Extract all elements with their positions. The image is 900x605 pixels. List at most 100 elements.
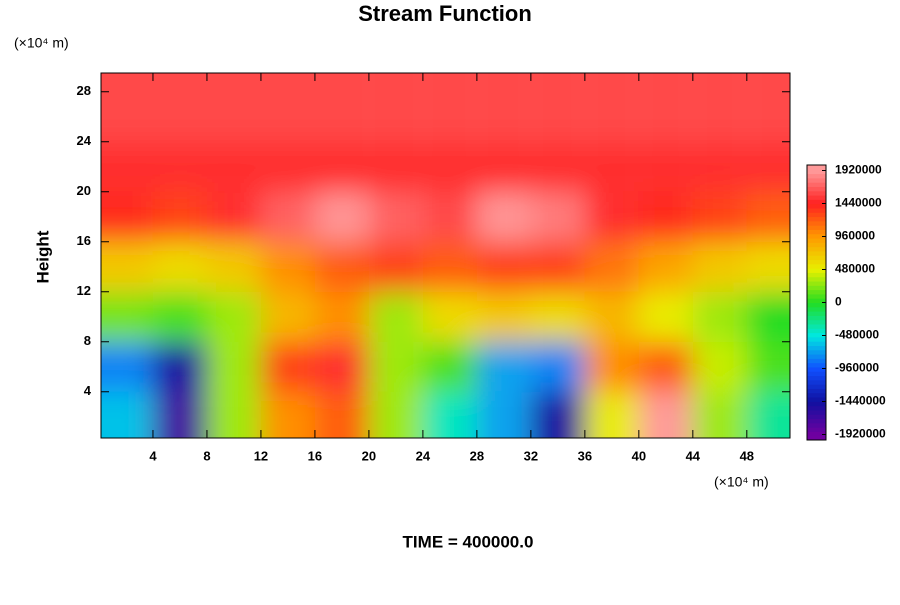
colorbar-band bbox=[807, 315, 826, 321]
colorbar-band bbox=[807, 401, 826, 407]
cell bbox=[746, 141, 790, 192]
cell bbox=[206, 73, 261, 142]
cell bbox=[584, 341, 639, 392]
colorbar-band bbox=[807, 263, 826, 269]
cell bbox=[746, 191, 790, 242]
cell bbox=[476, 191, 531, 242]
x-tick-label: 48 bbox=[740, 448, 754, 463]
y-tick-label: 8 bbox=[84, 333, 91, 348]
cell bbox=[368, 141, 423, 192]
cell bbox=[746, 291, 790, 342]
cell bbox=[584, 291, 639, 342]
cell bbox=[101, 141, 153, 192]
cell bbox=[530, 341, 585, 392]
y-tick-label: 12 bbox=[77, 283, 91, 298]
cell bbox=[422, 191, 477, 242]
colorbar-band bbox=[807, 392, 826, 398]
x-tick-label: 16 bbox=[308, 448, 322, 463]
x-tick-label: 32 bbox=[524, 448, 538, 463]
cell bbox=[314, 73, 369, 142]
colorbar-band bbox=[807, 268, 826, 273]
cell bbox=[368, 291, 423, 342]
cell bbox=[260, 191, 315, 242]
cell bbox=[422, 341, 477, 392]
x-tick-label: 44 bbox=[686, 448, 701, 463]
colorbar-band bbox=[807, 397, 826, 402]
cell bbox=[692, 73, 747, 142]
cell bbox=[638, 341, 693, 392]
cell bbox=[746, 341, 790, 392]
cell bbox=[692, 241, 747, 292]
colorbar-band bbox=[807, 388, 826, 394]
cell bbox=[584, 141, 639, 192]
colorbar-band bbox=[807, 216, 826, 222]
cell bbox=[152, 191, 207, 242]
cell bbox=[260, 73, 315, 142]
cell bbox=[746, 73, 790, 142]
cell bbox=[476, 291, 531, 342]
colorbar-band bbox=[807, 414, 826, 420]
colorbar-label: 1920000 bbox=[835, 163, 882, 177]
cell bbox=[260, 341, 315, 392]
cell bbox=[368, 191, 423, 242]
colorbar-band bbox=[807, 182, 826, 187]
colorbar-band bbox=[807, 177, 826, 183]
colorbar-band bbox=[807, 220, 826, 226]
colorbar-band bbox=[807, 336, 826, 342]
colorbar-band bbox=[807, 302, 826, 308]
cell bbox=[530, 73, 585, 142]
colorbar-band bbox=[807, 225, 826, 230]
cell bbox=[476, 391, 531, 438]
colorbar-band bbox=[807, 298, 826, 303]
cell bbox=[152, 291, 207, 342]
cell bbox=[101, 291, 153, 342]
cell bbox=[638, 241, 693, 292]
plot-frame bbox=[100, 72, 791, 439]
cell bbox=[206, 391, 261, 438]
cell bbox=[314, 141, 369, 192]
y-tick-label: 4 bbox=[84, 383, 92, 398]
cell bbox=[692, 291, 747, 342]
cell bbox=[530, 141, 585, 192]
cell bbox=[206, 291, 261, 342]
cell bbox=[638, 141, 693, 192]
colorbar-band bbox=[807, 233, 826, 239]
cell bbox=[584, 241, 639, 292]
colorbar-band bbox=[807, 405, 826, 411]
colorbar-band bbox=[807, 229, 826, 235]
colorbar-band bbox=[807, 255, 826, 261]
colorbar-label: -480000 bbox=[835, 328, 879, 342]
colorbar-label: 480000 bbox=[835, 262, 875, 276]
cell bbox=[314, 341, 369, 392]
y-axis-label: Height bbox=[33, 230, 52, 283]
colorbar-label: -960000 bbox=[835, 361, 879, 375]
cell bbox=[476, 241, 531, 292]
colorbar-band bbox=[807, 354, 826, 359]
colorbar-band bbox=[807, 341, 826, 346]
colorbar-band bbox=[807, 323, 826, 329]
colorbar-band bbox=[807, 281, 826, 286]
cell bbox=[368, 391, 423, 438]
x-tick-label: 36 bbox=[578, 448, 592, 463]
cell bbox=[152, 241, 207, 292]
cell bbox=[638, 291, 693, 342]
cell bbox=[101, 241, 153, 292]
colorbar-band bbox=[807, 366, 826, 372]
cell bbox=[638, 391, 693, 438]
cell bbox=[368, 241, 423, 292]
x-tick-label: 24 bbox=[416, 448, 431, 463]
x-tick-label: 8 bbox=[203, 448, 210, 463]
cell bbox=[314, 391, 369, 438]
cell bbox=[260, 241, 315, 292]
colorbar-band bbox=[807, 435, 826, 441]
colorbar-band bbox=[807, 199, 826, 205]
x-tick-label: 12 bbox=[254, 448, 268, 463]
colorbar-band bbox=[807, 169, 826, 175]
colorbar-band bbox=[807, 190, 826, 196]
colorbar-band bbox=[807, 319, 826, 325]
cell bbox=[314, 191, 369, 242]
cell bbox=[260, 291, 315, 342]
field bbox=[101, 73, 790, 438]
cell bbox=[638, 73, 693, 142]
